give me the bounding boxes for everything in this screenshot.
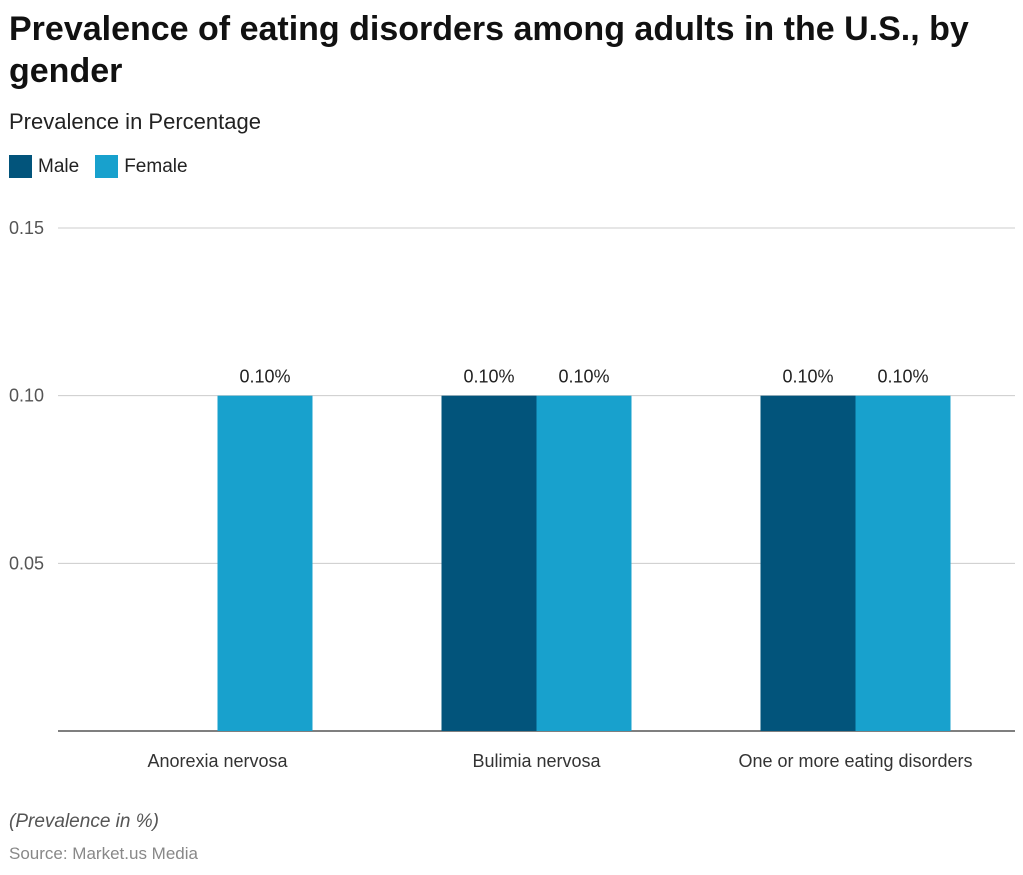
data-label: 0.10% bbox=[239, 367, 290, 387]
footnote: (Prevalence in %) bbox=[9, 811, 159, 832]
bar-chart: 0.05 0.10 0.15 0.10% Anorexia nervosa 0.10% 0.… bbox=[9, 218, 1015, 771]
data-label: 0.10% bbox=[463, 367, 514, 387]
legend: Male Female bbox=[9, 155, 204, 178]
data-label: 0.10% bbox=[877, 367, 928, 387]
data-label: 0.10% bbox=[558, 367, 609, 387]
y-tick-label: 0.15 bbox=[9, 218, 44, 238]
chart-subtitle: Prevalence in Percentage bbox=[9, 109, 261, 134]
x-category-label: Anorexia nervosa bbox=[147, 751, 288, 771]
bar-female bbox=[536, 395, 632, 731]
source-note: Source: Market.us Media bbox=[9, 844, 198, 863]
data-label: 0.10% bbox=[782, 367, 833, 387]
bar-female bbox=[217, 395, 313, 731]
x-category-label: One or more eating disorders bbox=[738, 751, 972, 771]
legend-label-male: Male bbox=[38, 155, 80, 177]
x-category-label: Bulimia nervosa bbox=[472, 751, 601, 771]
legend-item-male: Male bbox=[9, 155, 79, 178]
bar-male bbox=[441, 395, 537, 731]
legend-swatch-female bbox=[95, 155, 119, 178]
legend-item-female: Female bbox=[95, 155, 188, 178]
bar-female bbox=[855, 395, 951, 731]
bar-male bbox=[760, 395, 856, 731]
chart-title: Prevalence of eating disorders among adu… bbox=[9, 10, 969, 90]
y-tick-label: 0.10 bbox=[9, 386, 44, 406]
y-tick-label: 0.05 bbox=[9, 553, 44, 573]
legend-label-female: Female bbox=[124, 155, 188, 177]
legend-swatch-male bbox=[9, 155, 32, 178]
